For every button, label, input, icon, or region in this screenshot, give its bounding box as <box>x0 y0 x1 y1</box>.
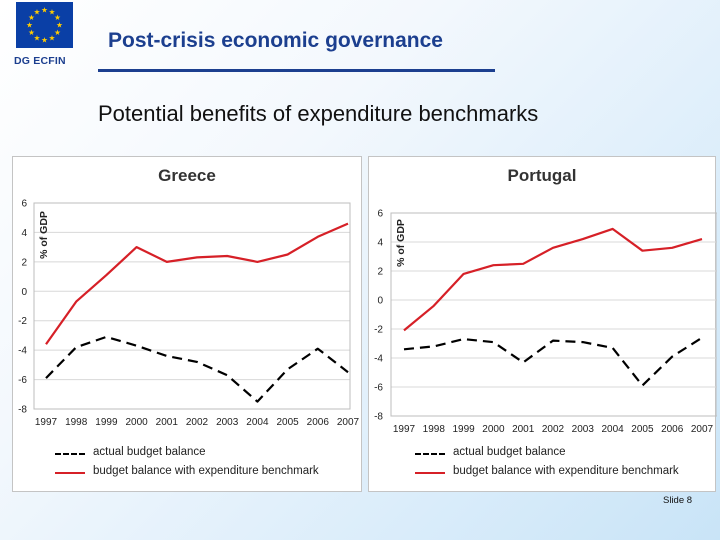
x-tick-label: 2007 <box>691 424 714 435</box>
slide-title: Potential benefits of expenditure benchm… <box>98 101 539 126</box>
y-tick-label: -8 <box>374 412 383 423</box>
x-tick-label: 1997 <box>35 417 58 428</box>
y-tick-label: -6 <box>18 375 27 386</box>
chart-title: Greece <box>158 166 216 185</box>
y-tick-label: 2 <box>21 257 27 268</box>
chart-portugal-legend: actual budget balance budget balance wit… <box>415 446 715 486</box>
x-tick-label: 2000 <box>125 417 148 428</box>
y-tick-label: 0 <box>377 296 383 307</box>
x-tick-label: 2004 <box>601 424 624 435</box>
series-line-actual <box>403 336 703 387</box>
x-tick-label: 1999 <box>452 424 475 435</box>
y-tick-label: 4 <box>21 228 27 239</box>
eu-star-icon: ★ <box>41 36 48 45</box>
series-line-benchmark <box>45 222 349 345</box>
y-tick-label: 0 <box>21 287 27 298</box>
header-divider <box>98 69 495 72</box>
legend-swatch-benchmark <box>415 472 445 474</box>
y-axis-label: % of GDP <box>38 211 50 259</box>
x-tick-label: 2006 <box>307 417 330 428</box>
eu-star-icon: ★ <box>49 8 56 17</box>
chart-portugal: Portugal 6 4 2 0 -2 -4 -6 -8 % of GDP 1997 1998 1999… <box>368 156 717 492</box>
y-tick-label: -2 <box>18 316 27 327</box>
x-tick-label: 2002 <box>542 424 565 435</box>
x-tick-label: 1998 <box>423 424 446 435</box>
y-axis-label: % of GDP <box>395 219 407 267</box>
eu-flag-icon: ★ ★ ★ ★ ★ ★ ★ ★ ★ ★ ★ ★ <box>16 2 73 48</box>
plot-frame <box>390 212 717 417</box>
eu-star-icon: ★ <box>34 8 41 17</box>
org-label: DG ECFIN <box>14 55 66 67</box>
x-tick-label: 1999 <box>95 417 118 428</box>
eu-star-icon: ★ <box>26 21 33 30</box>
eu-logo: ★ ★ ★ ★ ★ ★ ★ ★ ★ ★ ★ ★ DG ECFIN <box>8 2 78 72</box>
y-tick-label: -8 <box>18 405 27 416</box>
chart-portugal-svg: Portugal 6 4 2 0 -2 -4 -6 -8 % of GDP 1997 1998 1999… <box>374 166 717 435</box>
y-tick-label: 6 <box>21 199 27 210</box>
plot-frame <box>33 202 351 410</box>
chart-greece: Greece 6 4 2 0 -2 -4 -6 -8 % of GDP 1997 1998 1999 20… <box>12 156 362 492</box>
eu-star-icon: ★ <box>54 28 61 37</box>
eu-star-icon: ★ <box>56 21 63 30</box>
x-tick-label: 2000 <box>482 424 505 435</box>
x-tick-label: 2001 <box>512 424 535 435</box>
y-tick-label: -6 <box>374 383 383 394</box>
y-tick-label: 4 <box>377 238 383 249</box>
x-tick-label: 2005 <box>631 424 654 435</box>
eu-star-icon: ★ <box>49 34 56 43</box>
eu-star-icon: ★ <box>54 13 61 22</box>
x-tick-label: 2002 <box>186 417 209 428</box>
eu-star-icon: ★ <box>28 13 35 22</box>
y-tick-label: 6 <box>377 209 383 220</box>
slide-number: Slide 8 <box>663 495 693 506</box>
chart-title: Portugal <box>508 166 577 185</box>
eu-star-icon: ★ <box>34 34 41 43</box>
x-tick-label: 2001 <box>156 417 179 428</box>
x-tick-label: 1998 <box>65 417 88 428</box>
x-tick-label: 2004 <box>246 417 269 428</box>
x-tick-label: 1997 <box>393 424 416 435</box>
y-tick-label: -4 <box>374 354 383 365</box>
chart-greece-legend: actual budget balance budget balance wit… <box>55 446 355 486</box>
legend-swatch-actual <box>415 453 445 455</box>
legend-swatch-benchmark <box>55 472 85 474</box>
legend-label-benchmark: budget balance with expenditure benchmar… <box>93 465 319 477</box>
legend-label-actual: actual budget balance <box>93 446 206 458</box>
eu-star-icon: ★ <box>28 28 35 37</box>
eu-star-icon: ★ <box>41 6 48 15</box>
chart-greece-svg: Greece 6 4 2 0 -2 -4 -6 -8 % of GDP 1997 1998 1999 20… <box>18 166 360 428</box>
x-tick-label: 2005 <box>276 417 299 428</box>
x-tick-label: 2003 <box>572 424 595 435</box>
header-title: Post-crisis economic governance <box>108 29 443 52</box>
x-tick-label: 2003 <box>216 417 239 428</box>
legend-label-actual: actual budget balance <box>453 446 566 458</box>
legend-label-benchmark: budget balance with expenditure benchmar… <box>453 465 679 477</box>
series-line-benchmark <box>403 227 703 332</box>
y-tick-label: -2 <box>374 325 383 336</box>
y-tick-label: -4 <box>18 346 27 357</box>
series-line-actual <box>45 335 349 403</box>
x-tick-label: 2007 <box>337 417 360 428</box>
x-tick-label: 2006 <box>661 424 684 435</box>
legend-swatch-actual <box>55 453 85 455</box>
y-tick-label: 2 <box>377 267 383 278</box>
